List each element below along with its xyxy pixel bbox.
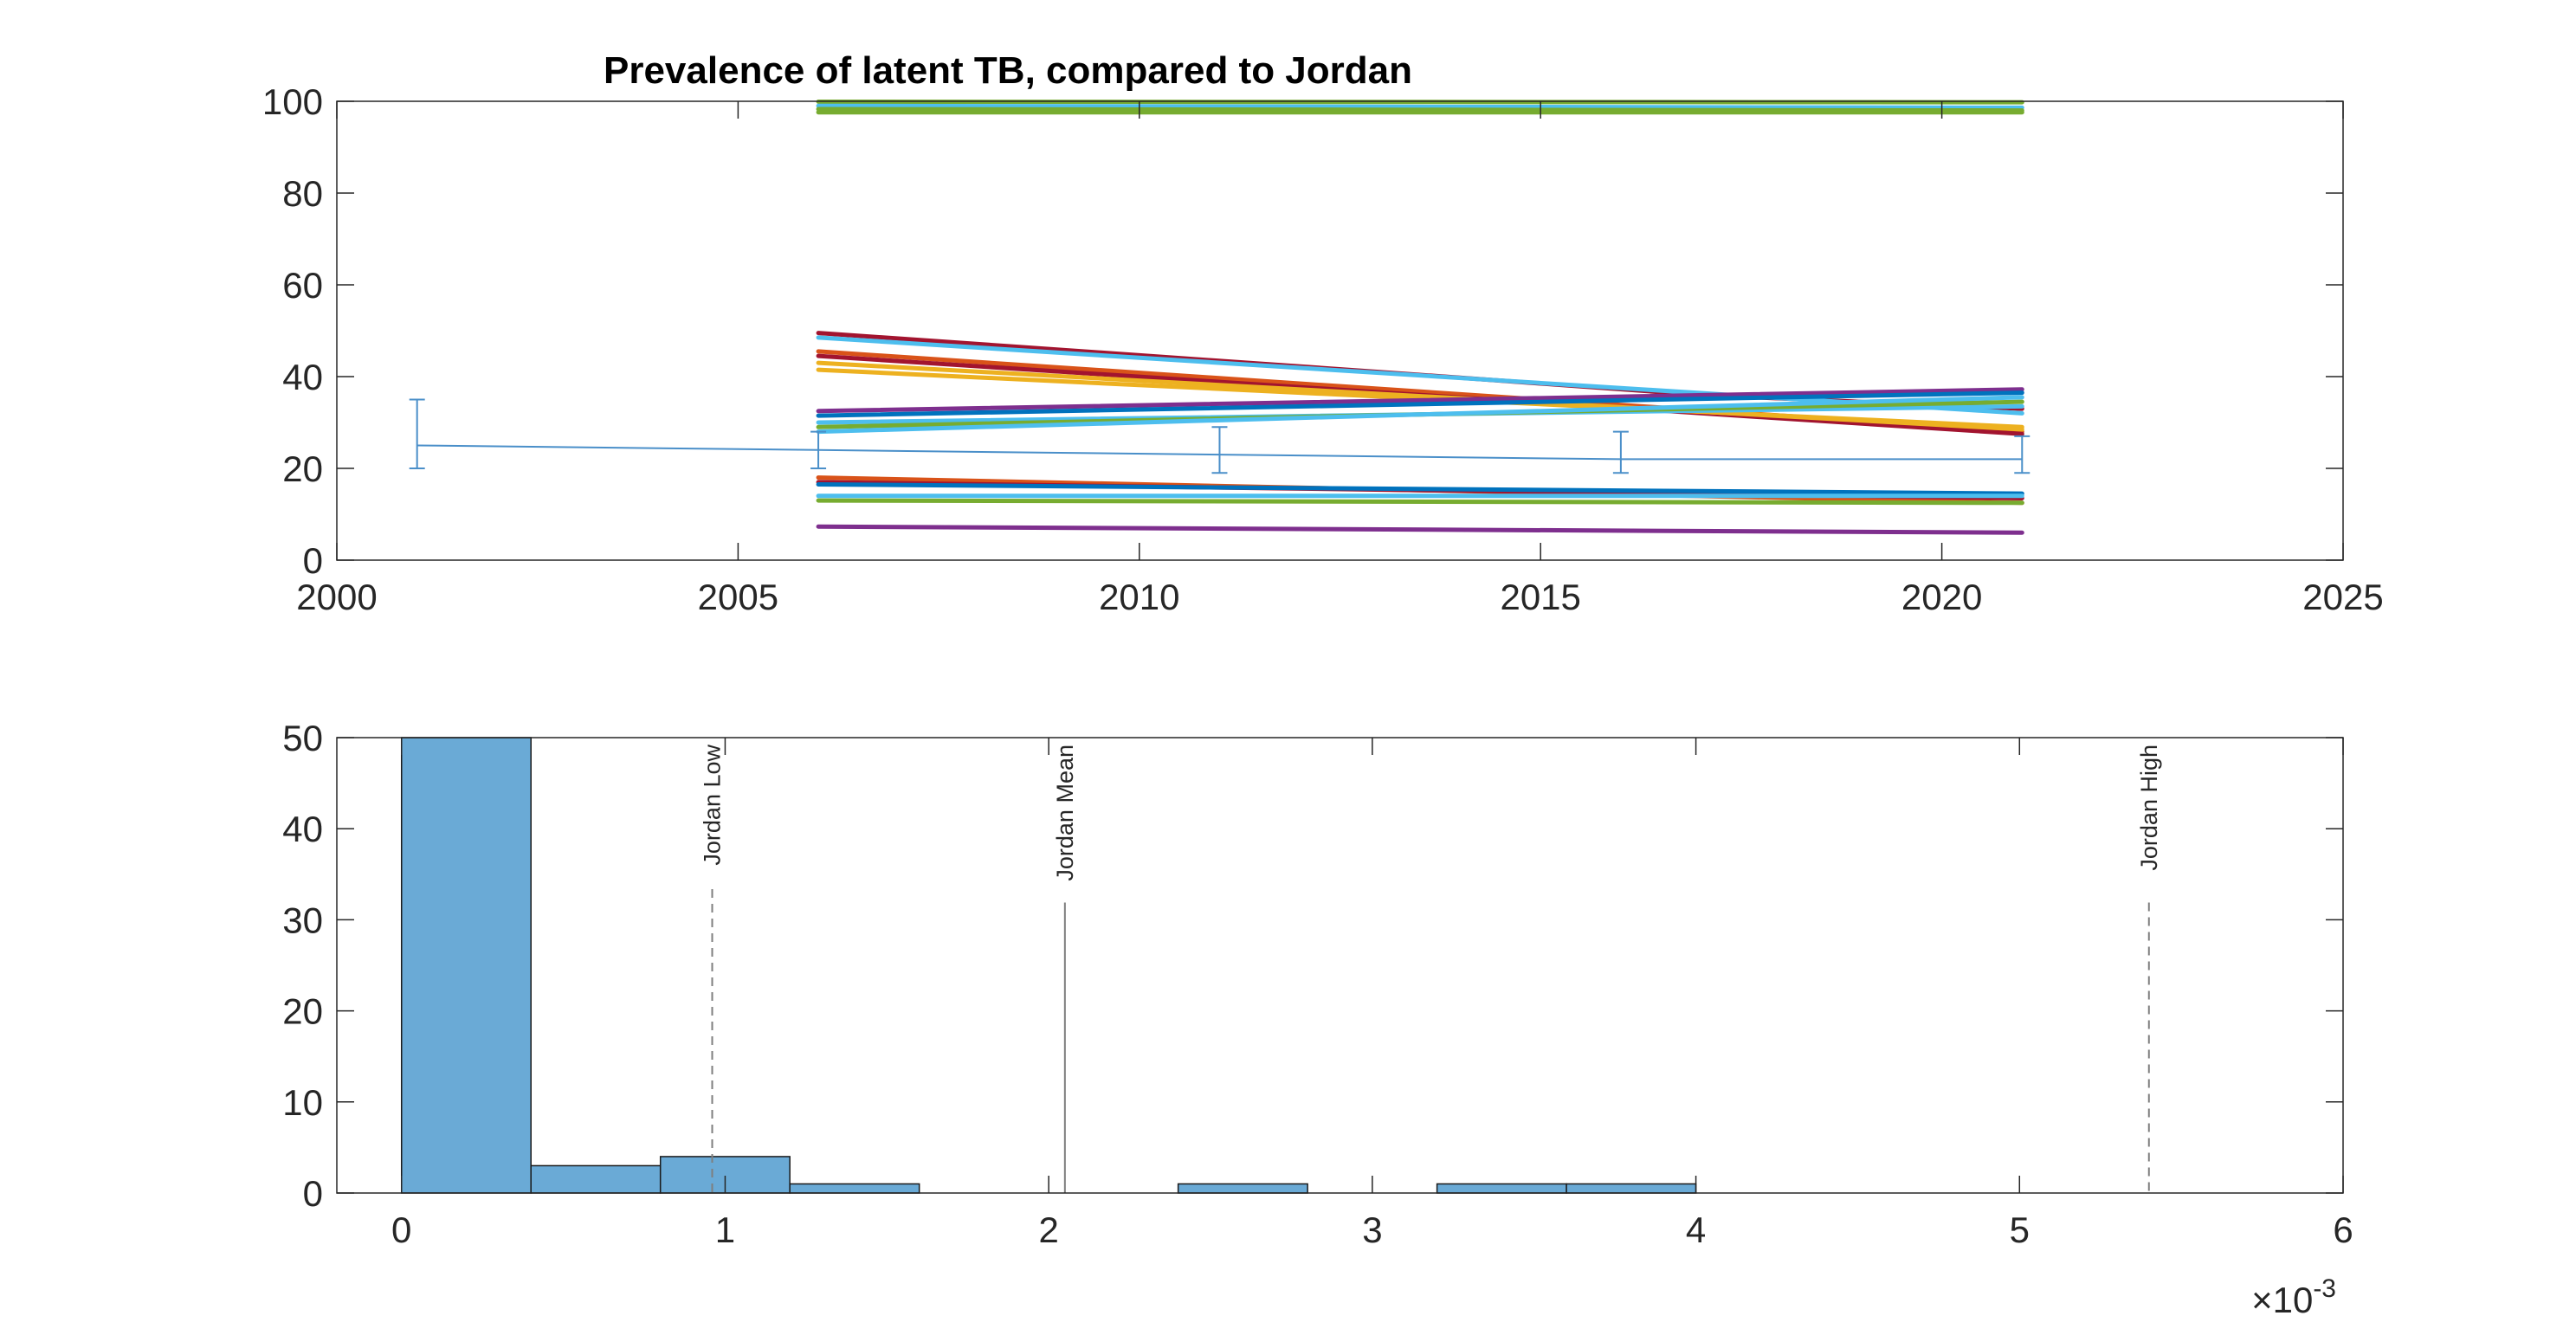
errorbar-group (409, 398, 2030, 474)
series-line-2 (816, 103, 2024, 110)
reference-line-label: Jordan Mean (1052, 745, 1078, 881)
y-tick-label: 30 (282, 900, 323, 940)
y-tick-label: 40 (282, 809, 323, 849)
reference-line-label: Jordan High (2136, 745, 2162, 871)
series-line-11 (816, 387, 2024, 414)
histogram-bars-group (400, 737, 1697, 1194)
x-tick-label: 2 (1038, 1209, 1058, 1250)
histogram-bar-10 (1566, 1183, 1697, 1194)
series-line-12 (816, 390, 2024, 418)
histogram-bar-2 (530, 1164, 662, 1194)
y-tick-label: 50 (282, 718, 323, 758)
x-tick-label: 2010 (1099, 577, 1179, 617)
x-tick-label: 2005 (698, 577, 778, 617)
series-line-15 (816, 395, 2024, 435)
histogram-axes: Jordan Low Jordan Mean Jordan High 0 1 2 3 4 5 6… (282, 718, 2353, 1320)
x-tick-label: 2000 (296, 577, 377, 617)
histogram-bar-4 (789, 1183, 920, 1194)
x-exponent-label: ×10-3 (2251, 1274, 2336, 1320)
line-chart-ticks: 2000 2005 2010 2015 2020 2025 0 20 40 60 80 100 (262, 81, 2384, 617)
reference-line-label: Jordan Low (700, 745, 726, 866)
reference-lines-group: Jordan Low Jordan Mean Jordan High (700, 745, 2162, 1193)
y-tick-label: 40 (282, 357, 323, 397)
x-tick-label: 2025 (2302, 577, 2383, 617)
histogram-bar-7 (1177, 1183, 1308, 1194)
x-tick-label: 3 (1362, 1209, 1382, 1250)
x-tick-label: 6 (2333, 1209, 2353, 1250)
series-line-20 (816, 498, 2024, 506)
line-chart-axes: 2000 2005 2010 2015 2020 2025 0 20 40 60 80 100 (262, 81, 2384, 617)
y-tick-label: 0 (303, 1173, 323, 1214)
x-tick-label: 5 (2010, 1209, 2030, 1250)
chart-title: Prevalence of latent TB, compared to Jor… (604, 49, 1412, 92)
x-tick-label: 2020 (1901, 577, 1982, 617)
x-tick-label: 0 (391, 1209, 411, 1250)
histogram-bar-9 (1436, 1183, 1567, 1194)
errorbar-point-4 (1612, 430, 1629, 474)
histogram-ticks: 0 1 2 3 4 5 6 0 10 20 30 40 50 (282, 718, 2353, 1250)
y-tick-label: 20 (282, 448, 323, 489)
y-tick-label: 80 (282, 173, 323, 214)
x-tick-label: 2015 (1500, 577, 1580, 617)
y-tick-label: 100 (262, 81, 323, 122)
y-tick-label: 10 (282, 1082, 323, 1123)
line-chart-plot-box (336, 100, 2344, 561)
series-line-18 (816, 482, 2024, 496)
histogram-plot-box (336, 737, 2344, 1194)
y-tick-label: 60 (282, 265, 323, 306)
errorbar-point-3 (1211, 426, 1228, 474)
y-tick-label: 0 (303, 540, 323, 581)
histogram-bar-1 (400, 737, 532, 1194)
y-tick-label: 20 (282, 991, 323, 1032)
errorbar-point-1 (409, 398, 425, 469)
series-line-21 (816, 524, 2024, 535)
x-tick-label: 1 (715, 1209, 735, 1250)
line-series-group (816, 100, 2024, 535)
series-line-6 (816, 335, 2024, 416)
errorbar-point-2 (810, 430, 827, 469)
errorbar-point-5 (2014, 435, 2030, 474)
x-tick-label: 4 (1686, 1209, 1706, 1250)
